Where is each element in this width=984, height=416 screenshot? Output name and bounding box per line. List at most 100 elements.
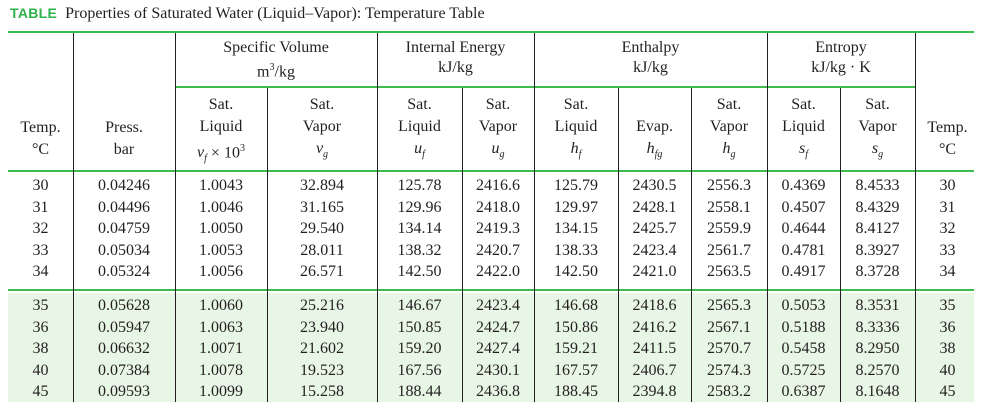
cell-vg: 23.940	[300, 318, 344, 336]
cell-press: 0.04246	[98, 177, 150, 194]
cell-vf: 1.0046	[199, 198, 243, 216]
cell-sf: 0.5188	[781, 318, 826, 336]
cell-ug: 2419.3	[476, 220, 520, 237]
cell-ug: 2436.8	[476, 383, 520, 400]
cell-sg: 8.3927	[855, 241, 900, 259]
table-row: 33 0.05034 1.0053 28.011 138.32 2420.7 138.33 2…	[0, 240, 984, 262]
cell-sf: 0.5725	[781, 361, 826, 379]
col-divider	[691, 88, 692, 402]
cell-uf: 150.85	[397, 318, 442, 336]
cell-vf: 1.0078	[199, 361, 243, 379]
cell-hf: 134.15	[554, 220, 598, 237]
col-divider	[840, 88, 841, 402]
cell-hf: 150.86	[554, 318, 598, 336]
cell-vf: 1.0043	[199, 177, 243, 194]
col-divider	[175, 33, 176, 402]
cell-vg: 25.216	[300, 297, 344, 314]
table-title: Properties of Saturated Water (Liquid–Va…	[65, 5, 485, 22]
cell-sg: 8.3728	[855, 263, 900, 280]
group-header-enthalpy: Enthalpy kJ/kg	[621, 39, 680, 76]
col-divider	[534, 33, 535, 402]
column-header-hg: Sat. Vapor hg	[709, 96, 749, 161]
cell-uf: 142.50	[397, 263, 442, 280]
cell-hfg: 2428.1	[632, 198, 677, 216]
cell-sf: 0.4917	[781, 263, 826, 280]
cell-sf: 0.4507	[781, 198, 826, 216]
col-divider	[767, 33, 768, 402]
header-bottom-rule	[8, 170, 974, 172]
cell-sf: 0.4369	[781, 177, 826, 194]
cell-sf: 0.5458	[781, 340, 826, 357]
cell-vg: 29.540	[300, 220, 344, 237]
column-header-hf: Sat. Liquid hf	[554, 96, 598, 161]
cell-press: 0.04759	[98, 220, 150, 237]
cell-hf: 188.45	[554, 383, 598, 400]
column-header-ug: Sat. Vapor ug	[478, 96, 518, 161]
col-divider	[915, 33, 916, 402]
cell-hg: 2559.9	[707, 220, 751, 237]
cell-press: 0.04496	[98, 198, 150, 216]
cell-ug: 2422.0	[476, 263, 520, 280]
cell-sg: 8.4533	[855, 177, 900, 194]
column-header-sg: Sat. Vapor sg	[858, 96, 897, 161]
cell-hg: 2567.1	[707, 318, 751, 336]
cell-uf: 134.14	[397, 220, 442, 237]
cell-vf: 1.0060	[199, 297, 243, 314]
cell-temp-right: 45	[939, 383, 956, 400]
cell-temp-right: 35	[939, 297, 956, 314]
cell-temp-right: 38	[939, 340, 956, 357]
cell-hg: 2561.7	[707, 241, 751, 259]
cell-hg: 2563.5	[707, 263, 751, 280]
cell-temp: 36	[32, 318, 49, 336]
table-row: 30 0.04246 1.0043 32.894 125.78 2416.6 125.79 2…	[0, 175, 984, 197]
col-divider	[267, 88, 268, 402]
top-rule	[8, 31, 974, 33]
cell-hfg: 2423.4	[632, 241, 677, 259]
cell-vg: 15.258	[300, 383, 344, 400]
cell-hf: 125.79	[554, 177, 598, 194]
column-header-hfg: Evap. hfg	[636, 118, 673, 161]
cell-ug: 2423.4	[476, 297, 520, 314]
cell-vf: 1.0050	[199, 220, 243, 237]
cell-temp: 34	[32, 263, 49, 280]
table-row: 34 0.05324 1.0056 26.571 142.50 2422.0 142.50 2…	[0, 261, 984, 283]
col-divider	[462, 88, 463, 402]
column-header-press: Press. bar	[105, 119, 143, 158]
cell-hfg: 2430.5	[632, 177, 677, 194]
cell-sg: 8.1648	[855, 383, 900, 400]
cell-temp: 38	[32, 340, 49, 357]
table-row: 32 0.04759 1.0050 29.540 134.14 2419.3 134.15 2…	[0, 218, 984, 240]
cell-ug: 2430.1	[476, 361, 520, 379]
table-row: 31 0.04496 1.0046 31.165 129.96 2418.0 129.97 2…	[0, 197, 984, 219]
cell-vg: 26.571	[300, 263, 344, 280]
cell-uf: 188.44	[397, 383, 442, 400]
col-divider	[73, 33, 74, 402]
cell-temp: 35	[32, 297, 49, 314]
cell-temp: 30	[32, 177, 49, 194]
cell-temp: 33	[32, 241, 49, 259]
cell-ug: 2416.6	[476, 177, 520, 194]
cell-sg: 8.3531	[855, 297, 900, 314]
cell-ug: 2418.0	[476, 198, 520, 216]
column-header-uf: Sat. Liquid uf	[398, 96, 441, 161]
cell-temp-right: 34	[939, 263, 956, 280]
cell-temp-right: 36	[939, 318, 956, 336]
cell-hf: 159.21	[554, 340, 598, 357]
group-header-internal-energy: Internal Energy kJ/kg	[405, 39, 506, 76]
cell-press: 0.07384	[98, 361, 150, 379]
cell-press: 0.05947	[98, 318, 150, 336]
cell-hf: 146.68	[554, 297, 598, 314]
cell-hf: 167.57	[554, 361, 598, 379]
column-header-temp-left: Temp. °C	[20, 119, 61, 158]
table-caption: TABLE Properties of Saturated Water (Liq…	[10, 5, 485, 23]
shaded-row-band	[8, 293, 974, 402]
cell-hfg: 2416.2	[632, 318, 677, 336]
cell-hg: 2583.2	[707, 383, 751, 400]
cell-vf: 1.0053	[199, 241, 243, 259]
cell-uf: 129.96	[397, 198, 442, 216]
cell-hg: 2556.3	[707, 177, 751, 194]
table-row: 35 0.05628 1.0060 25.216 146.67 2423.4 146.68 2…	[0, 295, 984, 317]
table-row: 45 0.09593 1.0099 15.258 188.44 2436.8 188.45 2…	[0, 381, 984, 403]
table-row: 38 0.06632 1.0071 21.602 159.20 2427.4 159.21 2…	[0, 338, 984, 360]
col-divider	[618, 88, 619, 402]
